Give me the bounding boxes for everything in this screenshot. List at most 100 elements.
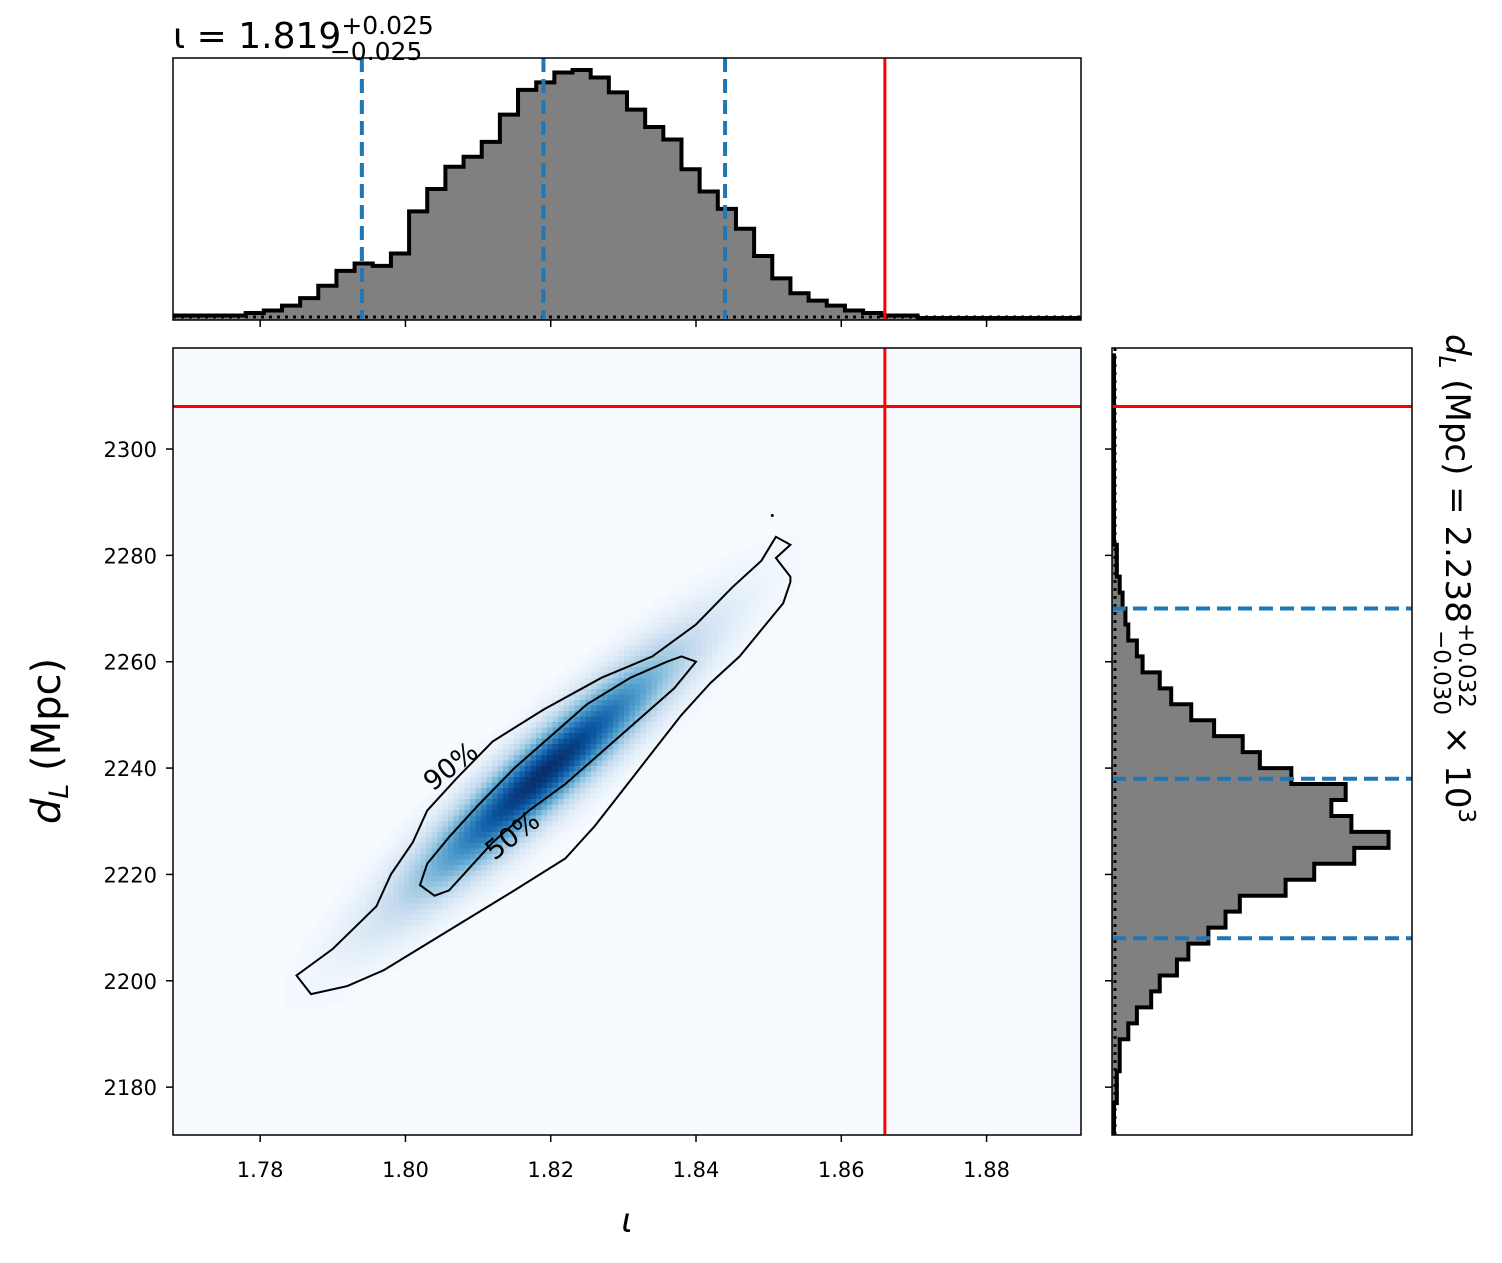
heatmap-cell xyxy=(547,821,554,828)
heatmap-cell xyxy=(503,766,510,773)
heatmap-cell xyxy=(536,848,543,855)
heatmap-cell xyxy=(382,925,389,932)
heatmap-cell xyxy=(772,557,779,564)
heatmap-cell xyxy=(519,738,526,745)
right-histogram-panel: dL (Mpc) = 2.238+0.032−0.030 × 103 xyxy=(1105,334,1479,1136)
heatmap-cell xyxy=(558,711,565,718)
heatmap-cell xyxy=(442,914,449,921)
heatmap-cell xyxy=(640,755,647,762)
heatmap-cell xyxy=(739,634,746,641)
heatmap-cell xyxy=(415,821,422,828)
heatmap-cell xyxy=(574,749,581,756)
heatmap-cell xyxy=(602,799,609,806)
heatmap-cell xyxy=(492,782,499,789)
heatmap-cell xyxy=(712,672,719,679)
y-tick-label-0: 2180 xyxy=(104,1076,157,1100)
right-histogram-fill xyxy=(1112,353,1389,1135)
heatmap-cell xyxy=(530,700,537,707)
heatmap-cell xyxy=(519,848,526,855)
heatmap-cell xyxy=(387,832,394,839)
heatmap-cell xyxy=(536,766,543,773)
heatmap-cell xyxy=(310,986,317,993)
heatmap-cell xyxy=(558,804,565,811)
heatmap-cell xyxy=(629,678,636,685)
heatmap-cell xyxy=(448,843,455,850)
heatmap-cell xyxy=(536,782,543,789)
heatmap-cell xyxy=(459,782,466,789)
right-title-value: 2.238 xyxy=(1437,525,1477,622)
heatmap-cell xyxy=(497,782,504,789)
heatmap-cell xyxy=(376,975,383,982)
heatmap-cell xyxy=(739,601,746,608)
heatmap-cell xyxy=(723,650,730,657)
heatmap-cell xyxy=(580,672,587,679)
heatmap-cell xyxy=(382,892,389,899)
heatmap-cell xyxy=(393,843,400,850)
heatmap-cell xyxy=(662,601,669,608)
heatmap-cell xyxy=(563,711,570,718)
heatmap-cell xyxy=(712,628,719,635)
heatmap-cell xyxy=(470,771,477,778)
heatmap-cell xyxy=(728,551,735,558)
heatmap-cell xyxy=(591,645,598,652)
heatmap-cell xyxy=(448,804,455,811)
heatmap-cell xyxy=(596,700,603,707)
heatmap-cell xyxy=(717,557,724,564)
heatmap-cell xyxy=(371,980,378,987)
heatmap-cell xyxy=(679,595,686,602)
heatmap-cell xyxy=(629,744,636,751)
heatmap-cell xyxy=(497,854,504,861)
heatmap-cell xyxy=(404,958,411,965)
heatmap-cell xyxy=(596,645,603,652)
heatmap-cell xyxy=(739,595,746,602)
heatmap-cell xyxy=(596,744,603,751)
heatmap-cell xyxy=(398,942,405,949)
heatmap-cell xyxy=(497,777,504,784)
heatmap-cell xyxy=(393,964,400,971)
heatmap-cell xyxy=(668,656,675,663)
heatmap-cell xyxy=(360,980,367,987)
heatmap-cell xyxy=(371,914,378,921)
heatmap-cell xyxy=(459,865,466,872)
heatmap-cell xyxy=(365,854,372,861)
heatmap-cell xyxy=(464,865,471,872)
heatmap-cell xyxy=(442,843,449,850)
heatmap-cell xyxy=(354,986,361,993)
heatmap-cell xyxy=(387,837,394,844)
heatmap-cell xyxy=(580,815,587,822)
heatmap-cell xyxy=(607,782,614,789)
heatmap-cell xyxy=(547,843,554,850)
heatmap-cell xyxy=(585,815,592,822)
heatmap-cell xyxy=(695,579,702,586)
heatmap-cell xyxy=(525,821,532,828)
heatmap-cell xyxy=(629,628,636,635)
heatmap-cell xyxy=(580,777,587,784)
heatmap-cell xyxy=(294,953,301,960)
heatmap-cell xyxy=(316,953,323,960)
heatmap-cell xyxy=(349,925,356,932)
heatmap-cell xyxy=(552,777,559,784)
heatmap-cell xyxy=(387,925,394,932)
heatmap-cell xyxy=(475,755,482,762)
heatmap-cell xyxy=(437,826,444,833)
heatmap-cell xyxy=(706,672,713,679)
heatmap-cell xyxy=(723,661,730,668)
heatmap-cell xyxy=(283,980,290,987)
heatmap-cell xyxy=(662,678,669,685)
heatmap-cell xyxy=(310,925,317,932)
heatmap-cell xyxy=(316,997,323,1004)
heatmap-cell xyxy=(305,1008,312,1015)
heatmap-cell xyxy=(514,777,521,784)
heatmap-cell xyxy=(541,694,548,701)
heatmap-cell xyxy=(679,700,686,707)
y-label-var: d xyxy=(24,798,70,824)
heatmap-cell xyxy=(327,914,334,921)
heatmap-cell xyxy=(624,689,631,696)
heatmap-cell xyxy=(481,887,488,894)
heatmap-cell xyxy=(624,661,631,668)
heatmap-cell xyxy=(547,716,554,723)
heatmap-cell xyxy=(651,672,658,679)
heatmap-cell xyxy=(525,760,532,767)
heatmap-cell xyxy=(481,793,488,800)
heatmap-cell xyxy=(448,859,455,866)
